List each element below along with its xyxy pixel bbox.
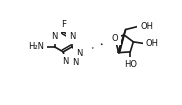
Text: H₂N: H₂N bbox=[28, 42, 44, 51]
Text: N: N bbox=[62, 57, 68, 66]
Text: N: N bbox=[51, 32, 58, 41]
Text: N: N bbox=[72, 58, 78, 67]
Text: OH: OH bbox=[140, 22, 153, 31]
Text: HO: HO bbox=[124, 60, 137, 69]
Text: F: F bbox=[61, 20, 66, 29]
Polygon shape bbox=[118, 30, 126, 53]
Text: N: N bbox=[76, 49, 83, 58]
Text: N: N bbox=[69, 32, 75, 41]
Text: OH: OH bbox=[146, 39, 159, 48]
Text: O: O bbox=[112, 33, 118, 43]
